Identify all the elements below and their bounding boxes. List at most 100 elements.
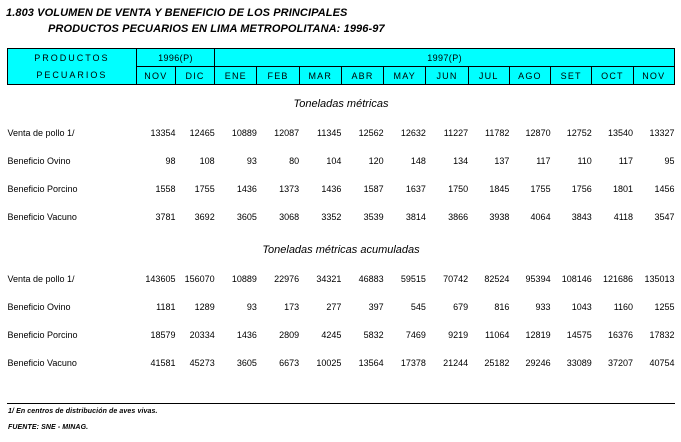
table-row: Venta de pollo 1/143605 156070 10889 22976 3… [8,265,675,293]
data-cell: 933 [535,301,551,312]
row-label: Beneficio Ovino [7,155,71,166]
header-month-1997-ene: ENE [214,66,258,85]
data-cell: 143605 [145,273,176,284]
data-cell: 14575 [566,329,592,340]
row-label: Beneficio Vacuno [7,211,77,222]
header-month-1997-may: MAY [383,66,427,85]
data-cell: 12752 [566,127,592,138]
data-cell: 12087 [274,127,300,138]
data-cell: 277 [326,301,342,312]
section-heading: Toneladas métricas [293,97,389,110]
row-label: Beneficio Porcino [7,329,78,340]
data-cell: 3692 [194,211,215,222]
data-cell: 3781 [155,211,176,222]
table-row: Venta de pollo 1/13354 12465 10889 12087 113… [8,119,675,147]
data-cell: 1755 [530,183,551,194]
data-cell: 1160 [613,301,634,312]
livestock-volume-table: PRODUCTOS 1996(P) 1997(P) PECUARIOS NOV DIC EN… [7,48,676,377]
page-title-line-1: 1.803 VOLUMEN DE VENTA Y BENEFICIO DE LO… [6,7,348,19]
spacer-cell [8,231,675,241]
header-month-1997-ago: AGO [508,66,552,85]
data-cell: 13540 [608,127,634,138]
data-cell: 1456 [654,183,675,194]
data-cell: 10889 [231,127,257,138]
footer-divider [7,403,675,404]
data-cell: 135013 [644,273,675,284]
data-cell: 104 [326,155,342,166]
data-cell: 1558 [155,183,176,194]
header-month-1996-nov: NOV [135,66,176,85]
data-cell: 134 [453,155,469,166]
table-header-row-months: PECUARIOS NOV DIC ENE FEB MAR ABR MAY JUN JUL AGO S… [7,66,676,85]
data-cell: 3539 [363,211,384,222]
table-row: Beneficio Porcino 18579 20334 1436 2809 4245 5… [8,321,675,349]
data-cell: 10025 [316,357,342,368]
data-cell: 1637 [405,183,426,194]
data-cell: 4245 [321,329,342,340]
data-cell: 17378 [400,357,426,368]
table-row: Beneficio Vacuno 41581 45273 3605 6673 10025 1… [8,349,675,377]
section-heading-row: Toneladas métricas acumuladas [8,241,675,259]
data-cell: 148 [410,155,426,166]
data-cell: 12632 [400,127,426,138]
data-cell: 17832 [649,329,675,340]
data-cell: 5832 [363,329,384,340]
data-cell: 1436 [236,329,257,340]
data-cell: 21244 [443,357,469,368]
row-label: Beneficio Ovino [7,301,71,312]
data-cell: 18579 [150,329,176,340]
data-cell: 1373 [279,183,300,194]
data-cell: 108 [199,155,215,166]
data-cell: 11064 [484,329,510,340]
data-cell: 13354 [150,127,176,138]
data-cell: 9219 [448,329,469,340]
spacer-cell [8,85,675,95]
table-row: Beneficio Vacuno 3781 3692 3605 3068 3352 3539… [8,203,675,231]
data-cell: 1587 [363,183,384,194]
data-cell: 40754 [649,357,675,368]
header-stub-line-2: PECUARIOS [7,66,137,85]
data-cell: 1436 [321,183,342,194]
data-cell: 80 [289,155,300,166]
data-cell: 1750 [448,183,469,194]
data-cell: 1255 [654,301,675,312]
data-cell: 33089 [566,357,592,368]
data-cell: 22976 [274,273,300,284]
page-title: 1.803 VOLUMEN DE VENTA Y BENEFICIO DE LO… [6,5,666,37]
header-month-1996-dic: DIC [174,66,216,85]
data-cell: 117 [618,155,634,166]
data-cell: 2809 [279,329,300,340]
data-cell: 1181 [156,301,176,312]
footnote-source: FUENTE: SNE - MINAG. [8,424,89,431]
data-cell: 3866 [448,211,469,222]
section-heading: Toneladas métricas acumuladas [262,243,420,256]
header-year-1997: 1997(P) [214,48,675,67]
header-year-1996: 1996(P) [135,48,216,67]
data-cell: 173 [284,301,300,312]
data-cell: 46883 [358,273,384,284]
data-cell: 1845 [489,183,510,194]
table-header-row-years: PRODUCTOS 1996(P) 1997(P) [7,48,675,67]
header-stub-line-1: PRODUCTOS [7,48,137,67]
data-cell: 545 [410,301,426,312]
section-heading-row: Toneladas métricas [8,95,675,113]
data-cell: 1756 [571,183,592,194]
header-month-1997-set: SET [550,66,593,85]
section-spacer [8,85,675,95]
data-cell: 3605 [236,357,257,368]
table-row: Beneficio Porcino 1558 1755 1436 1373 1436 158… [8,175,675,203]
header-month-1997-nov: NOV [632,66,676,85]
data-cell: 82524 [484,273,510,284]
data-cell: 137 [494,155,510,166]
data-cell: 3843 [571,211,592,222]
data-cell: 45273 [189,357,215,368]
data-cell: 121686 [603,273,634,284]
data-cell: 13327 [649,127,675,138]
header-month-1997-oct: OCT [591,66,634,85]
data-cell: 816 [494,301,510,312]
row-label: Venta de pollo 1/ [7,127,75,138]
data-cell: 1436 [236,183,257,194]
data-cell: 98 [165,155,176,166]
header-month-1997-mar: MAR [298,66,342,85]
data-cell: 93 [246,155,257,166]
